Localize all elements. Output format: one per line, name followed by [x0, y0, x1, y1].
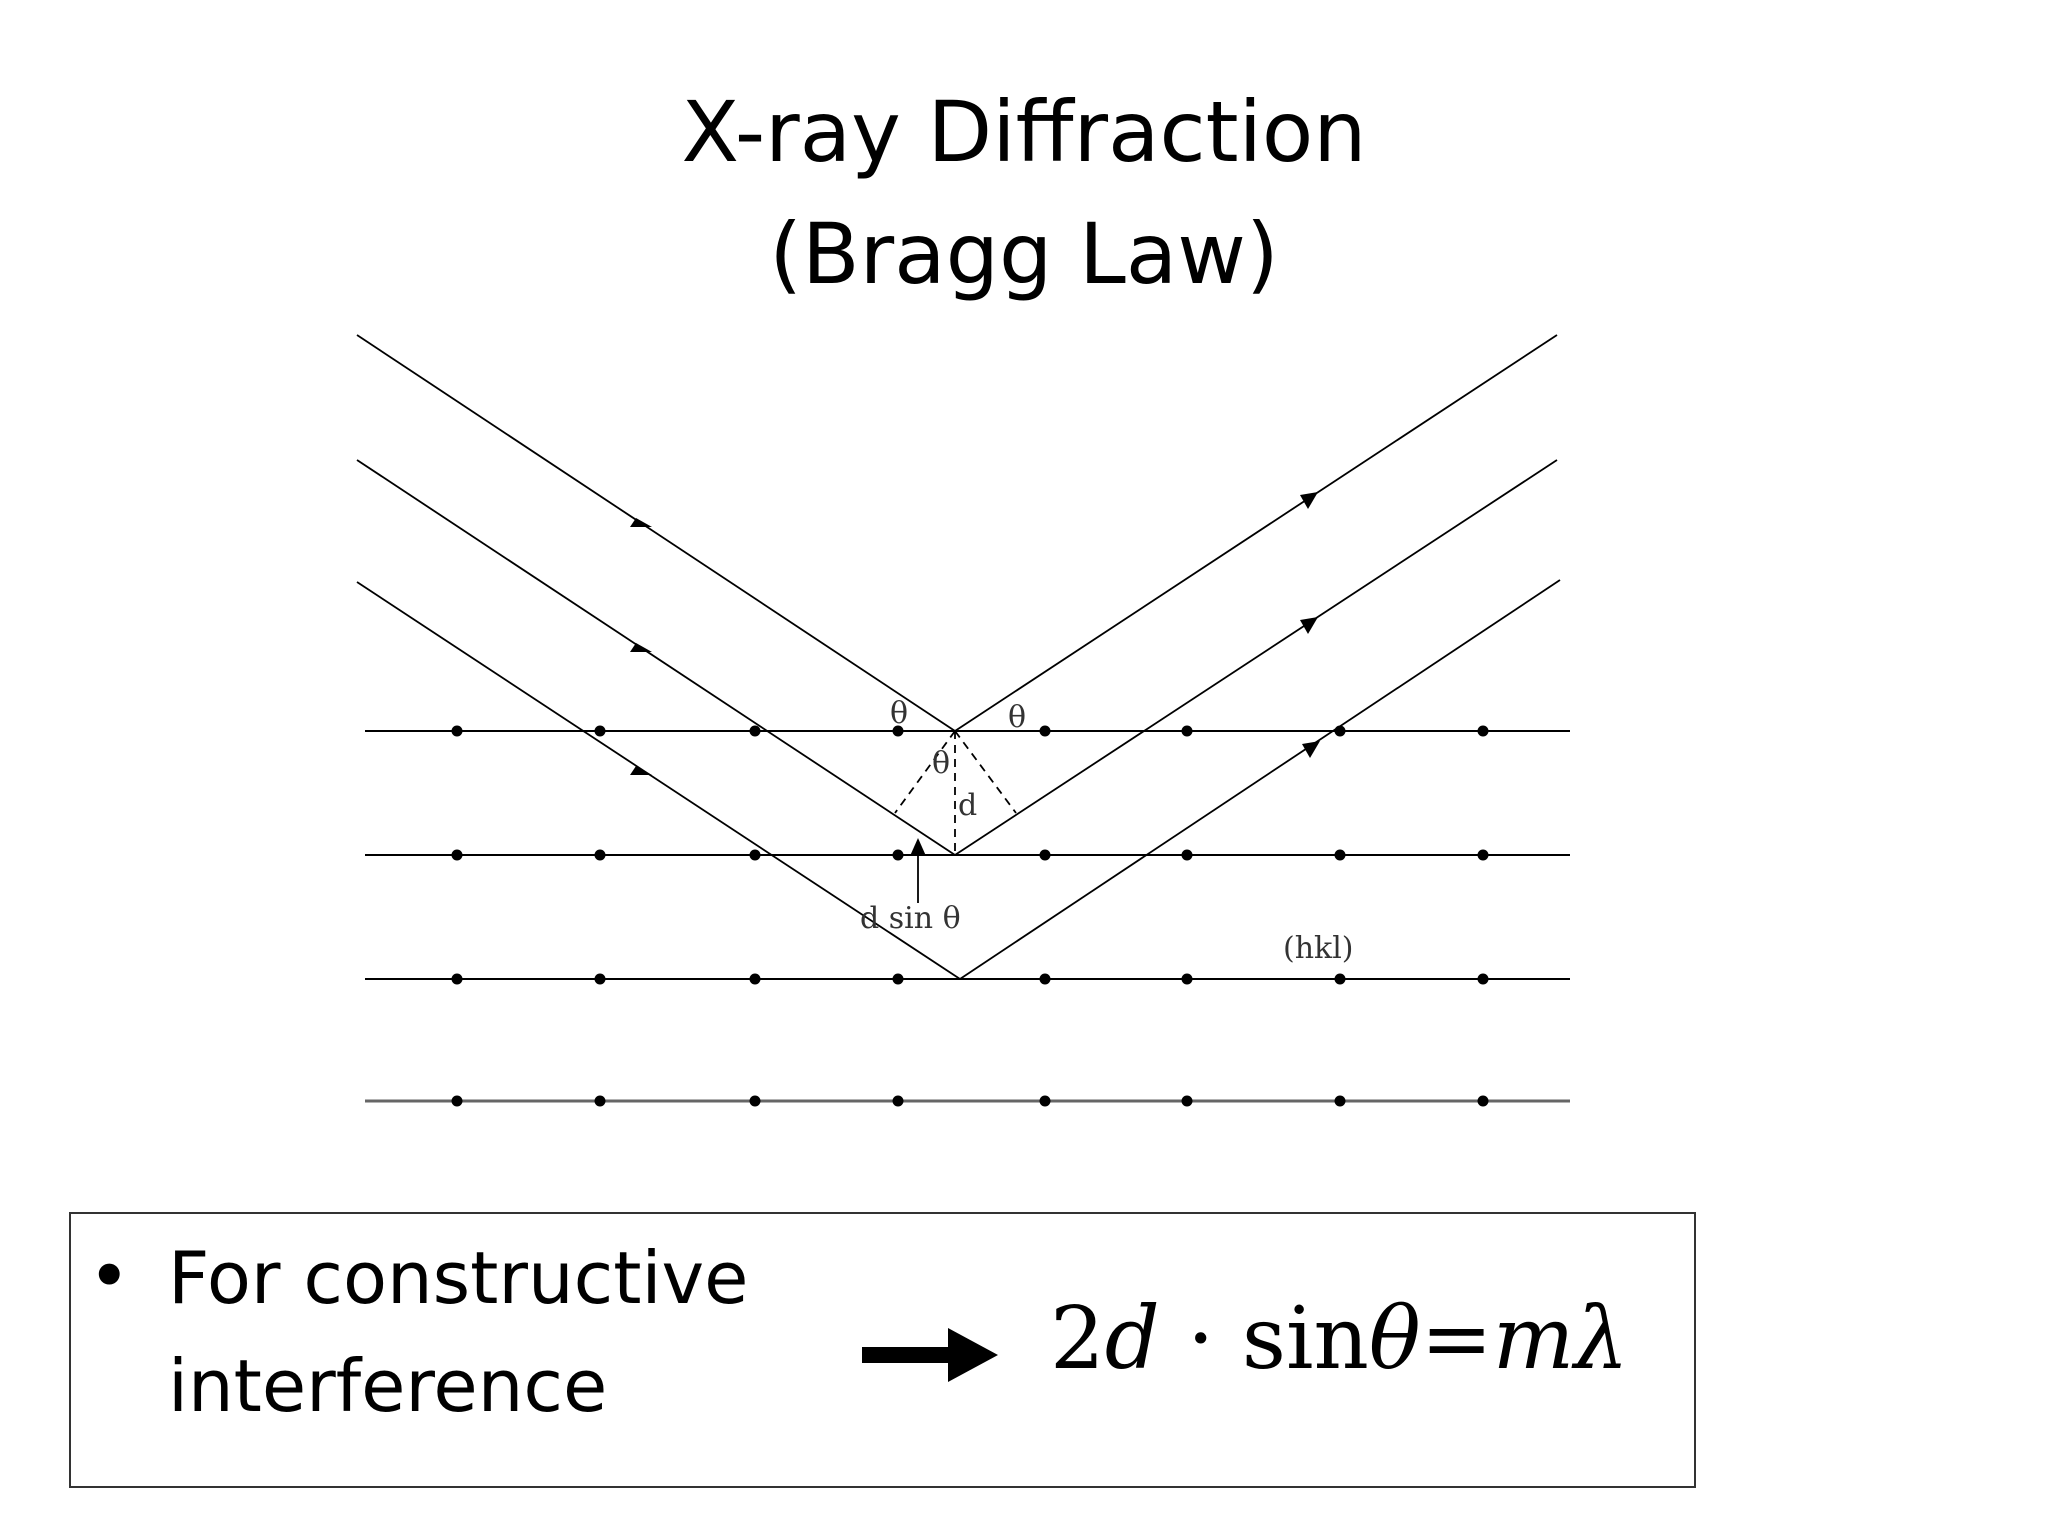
eq-equals: =: [1420, 1289, 1493, 1389]
theta-incident-label: θ: [890, 696, 908, 731]
atom: [892, 973, 904, 985]
eq-two: 2: [1050, 1289, 1105, 1389]
atom: [594, 1095, 606, 1107]
bullet-text-line1: For constructive: [168, 1236, 749, 1320]
atom: [1334, 973, 1346, 985]
incident-ray-1: [356, 334, 956, 732]
theta-reflected-label: θ: [1008, 700, 1026, 735]
slide-title: X-ray Diffraction: [681, 83, 1367, 181]
atom: [749, 849, 761, 861]
atom: [1477, 973, 1489, 985]
theta-inner-label: θ: [932, 746, 950, 781]
atom: [1039, 725, 1051, 737]
atom: [892, 849, 904, 861]
ray-arrow-icon: [630, 518, 652, 527]
eq-theta: θ: [1368, 1289, 1421, 1389]
bullet-text-line2: interference: [168, 1344, 608, 1428]
atom: [892, 1095, 904, 1107]
atom: [594, 849, 606, 861]
bragg-equation: 2d · sinθ=mλ: [1050, 1296, 1629, 1382]
ray-arrow-icon: [1300, 617, 1318, 634]
atom: [451, 725, 463, 737]
atom: [1039, 1095, 1051, 1107]
eq-m: m: [1492, 1289, 1575, 1389]
atom: [1181, 973, 1193, 985]
atom: [749, 973, 761, 985]
atom: [1039, 849, 1051, 861]
ray-arrow-icon: [630, 643, 652, 652]
ray-arrow-icon: [630, 766, 652, 775]
reflected-ray-3: [959, 579, 1561, 980]
atom-lattice: [451, 725, 1489, 1107]
eq-sin: sin: [1241, 1289, 1369, 1389]
incident-ray-2: [356, 459, 956, 856]
atom: [892, 725, 904, 737]
perpendicular-dashed-line-left: [894, 730, 956, 814]
atom: [1334, 1095, 1346, 1107]
atom: [451, 849, 463, 861]
eq-d: d: [1104, 1289, 1160, 1389]
path-difference-label: d sin θ: [860, 901, 961, 936]
atom: [1181, 725, 1193, 737]
eq-lambda: λ: [1574, 1289, 1629, 1389]
bullet-marker: •: [88, 1234, 131, 1318]
atom: [749, 725, 761, 737]
atom: [451, 973, 463, 985]
ray-arrow-icon: [1302, 741, 1320, 758]
slide-subtitle: (Bragg Law): [769, 205, 1279, 303]
atom: [1334, 849, 1346, 861]
reflected-ray-1: [954, 334, 1558, 732]
atom: [1477, 849, 1489, 861]
atom: [451, 1095, 463, 1107]
ray-arrow-icon: [1300, 492, 1318, 509]
eq-dot: ·: [1187, 1289, 1215, 1389]
reflected-ray-2: [954, 459, 1558, 856]
perpendicular-dashed-line-right: [954, 730, 1017, 814]
atom: [1477, 725, 1489, 737]
atom: [1181, 849, 1193, 861]
incident-ray-3: [356, 581, 961, 980]
atom: [1039, 973, 1051, 985]
plane-index-label: (hkl): [1283, 931, 1354, 966]
atom: [749, 1095, 761, 1107]
right-arrow-icon: [862, 1328, 998, 1382]
atom: [594, 725, 606, 737]
spacing-label: d: [958, 788, 977, 823]
bragg-condition-box: [69, 1212, 1696, 1488]
atom: [1477, 1095, 1489, 1107]
arrow-up-icon: [910, 838, 926, 856]
atom: [594, 973, 606, 985]
atom: [1181, 1095, 1193, 1107]
